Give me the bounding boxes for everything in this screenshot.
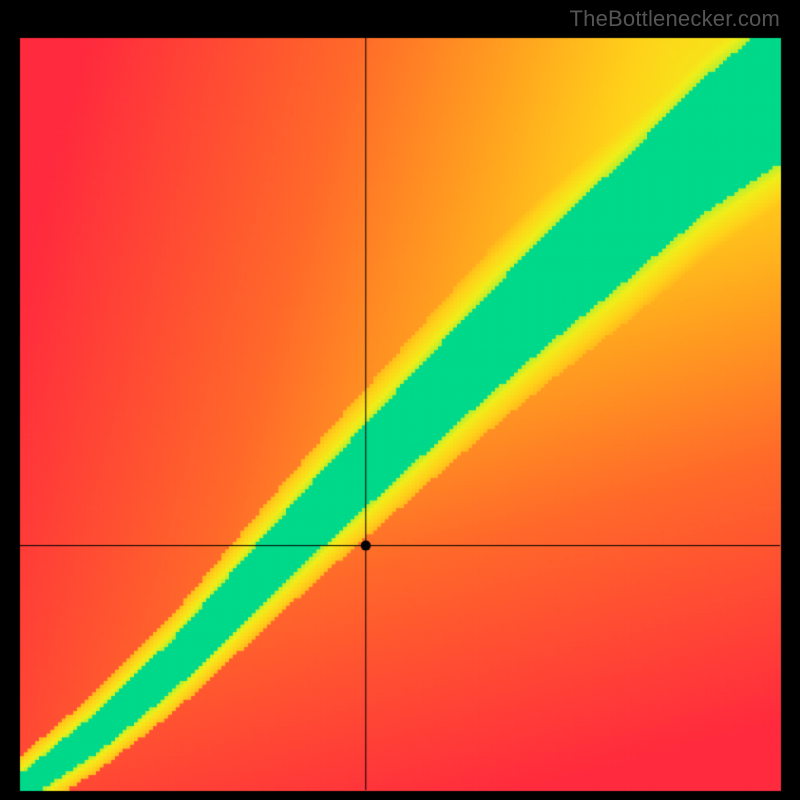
watermark-text: TheBottlenecker.com <box>570 6 780 32</box>
heatmap-plot <box>0 0 800 800</box>
